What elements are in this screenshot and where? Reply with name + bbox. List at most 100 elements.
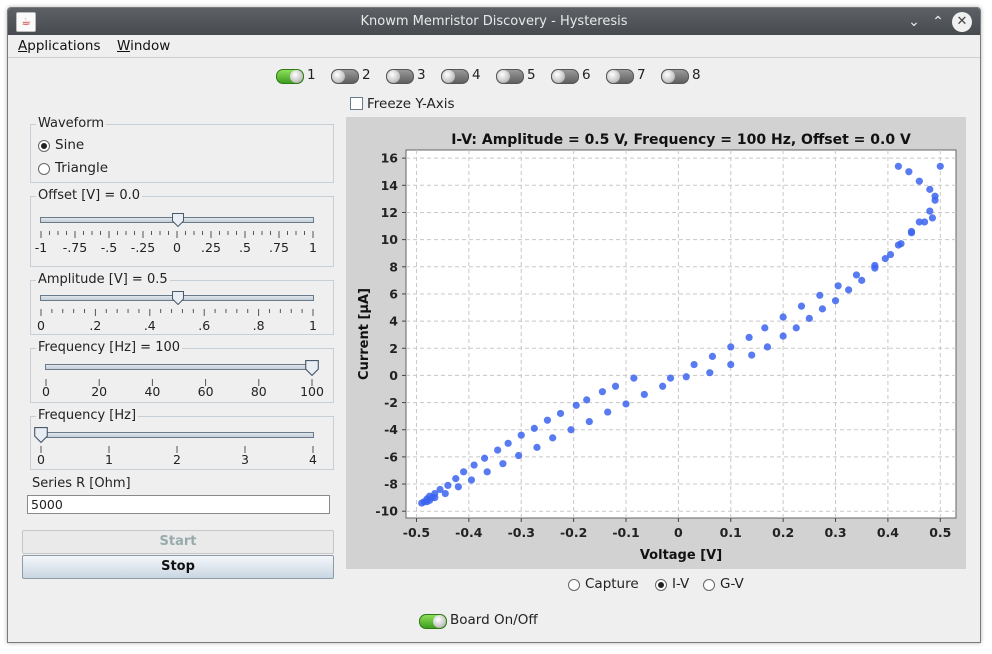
channel-4-toggle[interactable] (441, 69, 469, 84)
frequency-slider-track[interactable] (45, 364, 313, 370)
frequency-title: Frequency [Hz] = 100 (36, 340, 183, 355)
data-point (708, 352, 717, 361)
triangle-radio[interactable] (38, 163, 50, 175)
slider-tick-label: .8 (252, 318, 265, 333)
frequency-range-slider-track[interactable] (40, 432, 314, 438)
freeze-y-axis-label: Freeze Y-Axis (367, 96, 455, 112)
data-point (805, 314, 813, 322)
board-toggle[interactable] (419, 614, 447, 629)
gv-radio[interactable] (703, 579, 715, 591)
channel-2-toggle[interactable] (331, 69, 359, 84)
slider-tick-label: -.75 (62, 240, 88, 255)
y-tick-label: -4 (384, 422, 398, 437)
window-title: Knowm Memristor Discovery - Hysteresis (360, 14, 628, 29)
x-tick-label: 0.2 (772, 525, 794, 540)
menu-window-label: indow (130, 38, 171, 54)
data-point (881, 255, 889, 263)
offset-title: Offset [V] = 0.0 (36, 188, 143, 203)
minimize-icon[interactable]: ⌄ (908, 14, 920, 30)
slider-tick-label: .75 (269, 240, 289, 255)
y-tick-label: 6 (389, 286, 398, 301)
data-point (494, 446, 502, 454)
menu-applications[interactable]: Applications (18, 38, 100, 54)
waveform-panel: Waveform Sine Triangle (30, 116, 334, 183)
close-icon[interactable]: ✕ (952, 12, 972, 32)
data-point (483, 468, 491, 476)
amplitude-slider-thumb[interactable] (172, 291, 184, 305)
data-point (630, 374, 638, 382)
slider-tick-label: -.5 (100, 240, 118, 255)
iv-label: I-V (672, 576, 690, 592)
slider-tick-label: 40 (144, 384, 161, 399)
java-app-icon: ☕ (16, 12, 36, 32)
data-point (460, 468, 468, 476)
channel-toggle-knob (290, 70, 303, 83)
slider-tick-label: 2 (173, 452, 181, 467)
y-tick-label: 8 (389, 259, 398, 274)
data-point (779, 313, 787, 321)
data-point (467, 476, 476, 484)
data-point (549, 434, 557, 442)
channel-1-toggle[interactable] (276, 69, 304, 84)
data-point (530, 424, 538, 432)
menu-bar: Applications Window (8, 35, 980, 58)
channel-6-toggle[interactable] (551, 69, 579, 84)
channel-toggle-knob (442, 70, 455, 83)
menu-window[interactable]: Window (117, 38, 170, 54)
data-point (926, 207, 934, 215)
slider-tick-label: 1 (105, 452, 113, 467)
start-button[interactable]: Start (22, 530, 334, 554)
iv-radio[interactable] (655, 579, 667, 591)
data-point (480, 454, 489, 462)
data-point (690, 360, 698, 369)
frequency-range-title: Frequency [Hz] (36, 408, 139, 423)
waveform-title: Waveform (36, 116, 106, 131)
data-point (920, 218, 929, 226)
slider-tick-label: 0 (173, 240, 181, 255)
channel-3-toggle[interactable] (386, 69, 414, 84)
capture-radio[interactable] (568, 579, 580, 591)
data-point (452, 475, 460, 483)
frequency-range-panel: Frequency [Hz] 0 1 2 3 4 (30, 408, 334, 470)
data-point (745, 333, 753, 341)
amplitude-panel: Amplitude [V] = 0.5 0 .2 .4 .6 .8 1 (30, 272, 334, 335)
frequency-range-slider-thumb[interactable] (34, 427, 48, 443)
channel-5-toggle[interactable] (496, 69, 524, 84)
data-point (894, 162, 902, 170)
x-tick-label: 0.3 (824, 525, 846, 540)
y-tick-label: 10 (381, 232, 399, 247)
slider-tick-label: 100 (300, 384, 324, 399)
menu-applications-mnemonic: A (18, 38, 28, 54)
maximize-icon[interactable]: ⌃ (932, 14, 944, 30)
offset-ticks (40, 231, 314, 238)
data-point (858, 276, 866, 284)
data-point (748, 351, 756, 359)
y-tick-label: -10 (375, 504, 398, 519)
channel-toggle-knob (552, 70, 565, 83)
slider-tick-label: 0 (42, 384, 50, 399)
sine-radio[interactable] (38, 140, 50, 152)
freeze-y-axis-checkbox[interactable] (350, 97, 363, 110)
slider-tick-label: .2 (89, 318, 102, 333)
channel-toggle-knob (607, 70, 620, 83)
data-point (682, 373, 690, 381)
channel-7-toggle[interactable] (606, 69, 634, 84)
channel-8-toggle[interactable] (661, 69, 689, 84)
frequency-slider-thumb[interactable] (305, 360, 319, 376)
x-tick-label: -0.1 (612, 525, 639, 540)
series-r-input[interactable]: 5000 (27, 495, 330, 514)
data-point (567, 426, 575, 434)
x-tick-label: -0.2 (560, 525, 587, 540)
stop-button[interactable]: Stop (22, 555, 334, 579)
gv-label: G-V (720, 576, 744, 592)
frequency-panel: Frequency [Hz] = 100 0 20 40 60 80 100 (30, 340, 334, 403)
data-point (436, 485, 444, 494)
slider-tick-label: 0 (37, 452, 45, 467)
data-point (640, 390, 648, 399)
y-tick-label: -6 (384, 449, 398, 464)
x-tick-label: 0.5 (929, 525, 951, 540)
menu-window-mnemonic: W (117, 38, 131, 54)
offset-slider-thumb[interactable] (172, 213, 184, 227)
board-toggle-knob (433, 615, 446, 628)
data-point (907, 229, 916, 237)
